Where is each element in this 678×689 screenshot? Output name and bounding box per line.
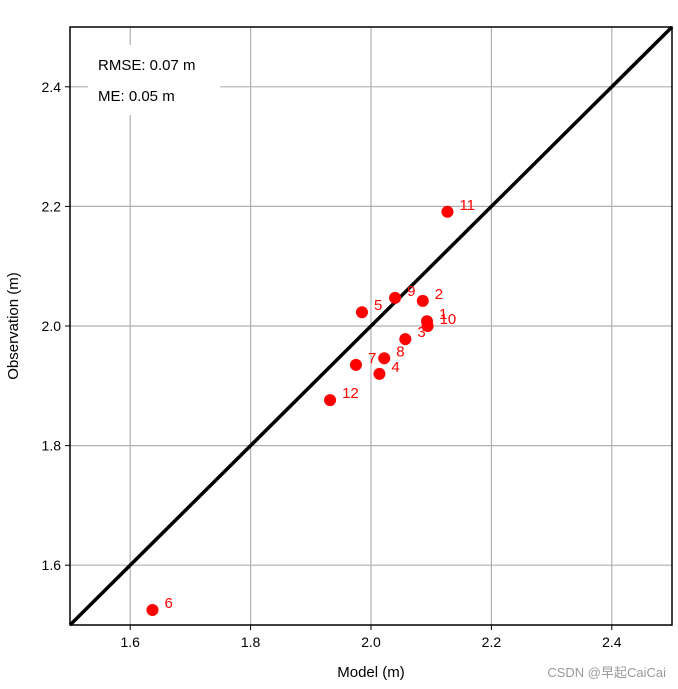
data-point xyxy=(355,306,368,319)
point-label: 7 xyxy=(368,350,376,367)
y-tick-label: 2.0 xyxy=(42,318,62,334)
ticks-layer: 1.6 1.8 2.0 2.2 2.4 1.6 1.8 2.0 2.2 2.4 xyxy=(42,79,622,650)
point-label: 3 xyxy=(417,324,425,341)
stats-box: RMSE: 0.07 m ME: 0.05 m xyxy=(88,45,220,115)
data-point xyxy=(324,394,337,407)
point-label: 10 xyxy=(440,311,457,328)
point-label: 1 xyxy=(439,306,447,323)
data-point xyxy=(389,291,402,304)
y-tick-label: 1.6 xyxy=(42,557,62,573)
data-point xyxy=(399,333,412,346)
x-tick-label: 2.2 xyxy=(482,634,502,650)
watermark: CSDN @早起CaiCai xyxy=(547,665,666,680)
data-point xyxy=(441,205,454,218)
rmse-text: RMSE: 0.07 m xyxy=(98,57,196,74)
point-label: 11 xyxy=(459,197,475,214)
data-point xyxy=(146,604,159,617)
data-point xyxy=(378,352,391,365)
data-point xyxy=(421,320,434,332)
point-label: 5 xyxy=(374,297,382,314)
grid xyxy=(70,27,672,625)
y-tick-label: 2.4 xyxy=(42,79,62,95)
data-point xyxy=(349,358,362,371)
x-tick-label: 1.8 xyxy=(241,634,261,650)
x-axis-title: Model (m) xyxy=(337,664,405,681)
stats-background xyxy=(88,45,220,115)
point-label: 6 xyxy=(164,595,172,612)
point-label: 12 xyxy=(342,385,359,402)
point-label: 2 xyxy=(435,286,443,303)
one-to-one-line xyxy=(68,25,674,627)
x-tick-label: 2.0 xyxy=(361,634,381,650)
point-label: 9 xyxy=(407,283,415,300)
y-axis-title: Observation (m) xyxy=(5,272,22,380)
y-tick-label: 1.8 xyxy=(42,438,62,454)
data-point xyxy=(373,367,386,380)
x-tick-label: 2.4 xyxy=(602,634,622,650)
reference-line-layer xyxy=(68,25,674,627)
me-text: ME: 0.05 m xyxy=(98,88,175,105)
point-label: 8 xyxy=(396,343,404,360)
data-point xyxy=(416,294,429,307)
y-tick-label: 2.2 xyxy=(42,198,62,214)
point-label: 4 xyxy=(391,359,399,376)
x-tick-label: 1.6 xyxy=(120,634,140,650)
